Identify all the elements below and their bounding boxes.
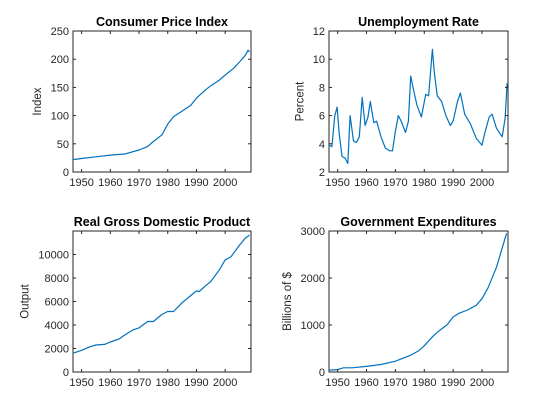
y-tick-label: 6000 xyxy=(45,297,69,309)
chart-unemployment: Unemployment Rate Percent 1950 1960 1970 19… xyxy=(294,15,509,189)
x-tick-label: 1970 xyxy=(383,177,407,189)
y-tick-label: 2 xyxy=(319,167,325,179)
x-tick-label: 1950 xyxy=(325,177,349,189)
chart-title: Real Gross Domestic Product xyxy=(74,215,251,229)
x-tick-label: 1990 xyxy=(441,177,465,189)
chart-title: Consumer Price Index xyxy=(96,15,228,29)
y-tick-label: 8000 xyxy=(45,273,69,285)
y-tick-label: 0 xyxy=(63,167,69,179)
x-tick-label: 2000 xyxy=(470,377,494,389)
y-tick-label: 12 xyxy=(313,26,325,38)
x-tick-label: 1970 xyxy=(383,377,407,389)
series-line xyxy=(328,48,508,165)
x-tick-label: 1950 xyxy=(325,377,349,389)
y-tick-label: 0 xyxy=(63,367,69,379)
chart-title: Government Expenditures xyxy=(340,215,496,229)
y-tick-label: 150 xyxy=(51,82,69,94)
x-tick-label: 1980 xyxy=(155,377,179,389)
x-tick-label: 1990 xyxy=(184,177,208,189)
x-tick-label: 1960 xyxy=(98,177,122,189)
y-tick-label: 2000 xyxy=(301,273,325,285)
x-tick-label: 1960 xyxy=(354,177,378,189)
plot-frame xyxy=(328,230,509,373)
y-tick-label: 2000 xyxy=(45,344,69,356)
x-tick-label: 1950 xyxy=(69,177,93,189)
y-tick-label: 3000 xyxy=(301,226,325,238)
x-tick-label: 1970 xyxy=(127,177,151,189)
series-line xyxy=(328,233,508,371)
y-tick-label: 200 xyxy=(51,54,69,66)
chart-government-expenditures: Government Expenditures Billions of $ 19… xyxy=(282,215,509,389)
y-tick-label: 4000 xyxy=(45,320,69,332)
y-tick-label: 8 xyxy=(319,82,325,94)
x-tick-label: 1970 xyxy=(127,377,151,389)
y-tick-label: 6 xyxy=(319,111,325,123)
x-tick-label: 1990 xyxy=(441,377,465,389)
x-tick-label: 1960 xyxy=(98,377,122,389)
chart-title: Unemployment Rate xyxy=(358,15,479,29)
x-tick-label: 2000 xyxy=(470,177,494,189)
series-line xyxy=(72,234,250,354)
y-tick-label: 4 xyxy=(319,139,325,151)
plot-frame xyxy=(72,30,252,173)
y-tick-label: 1000 xyxy=(301,320,325,332)
y-tick-label: 250 xyxy=(51,26,69,38)
y-axis-label: Percent xyxy=(294,81,306,121)
y-axis-label: Output xyxy=(20,283,32,318)
y-tick-label: 100 xyxy=(51,111,69,123)
chart-cpi: Consumer Price Index Index 1950 1960 1970 1… xyxy=(32,15,252,189)
y-tick-label: 10000 xyxy=(38,250,69,262)
x-tick-label: 1980 xyxy=(155,177,179,189)
x-tick-label: 1950 xyxy=(69,377,93,389)
x-tick-label: 2000 xyxy=(213,377,237,389)
x-tick-label: 1960 xyxy=(354,377,378,389)
y-axis-label: Billions of $ xyxy=(282,271,294,330)
x-tick-label: 1980 xyxy=(412,377,436,389)
y-tick-label: 0 xyxy=(319,367,325,379)
y-axis-label: Index xyxy=(32,87,44,115)
x-tick-label: 1990 xyxy=(184,377,208,389)
x-tick-label: 2000 xyxy=(213,177,237,189)
plot-frame xyxy=(72,230,252,373)
y-tick-label: 10 xyxy=(313,54,325,66)
plot-frame xyxy=(328,30,509,173)
series-line xyxy=(72,49,251,161)
chart-real-gdp: Real Gross Domestic Product Output 1950 1… xyxy=(20,215,252,389)
y-tick-label: 50 xyxy=(57,139,69,151)
x-tick-label: 1980 xyxy=(412,177,436,189)
